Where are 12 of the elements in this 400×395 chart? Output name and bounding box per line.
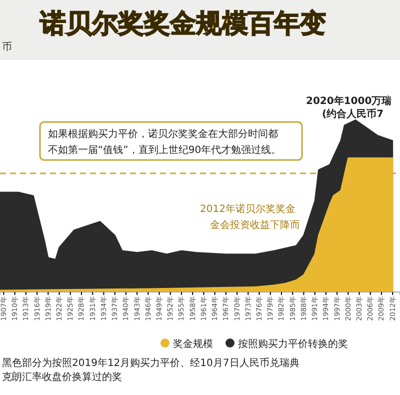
- text: (约合人民币7: [322, 108, 384, 120]
- text: 克朗汇率收盘价换算过的奖: [2, 371, 122, 383]
- legend-label: 奖金规模: [173, 338, 213, 350]
- text: 黑色部分为按照2019年12月购买力平价、经10月7日人民币兑瑞典: [2, 357, 300, 369]
- annotation: 金会投资收益下降而: [210, 219, 300, 231]
- chart-title: 诺贝尔奖奖金规模百年变: [39, 9, 326, 39]
- legend-label: 按照购买力平价转换的奖: [238, 338, 348, 350]
- annotation: 不如第一届“值钱”，直到上世纪90年代才勉强过线。: [48, 144, 282, 156]
- text: 2020年1000万瑞: [306, 95, 392, 107]
- annotation: 如果根据购买力平价，诺贝尔奖奖金在大部分时间都: [48, 128, 278, 140]
- annotation: 2012年诺贝尔奖奖金: [200, 203, 296, 215]
- chart-subtitle: 币: [2, 41, 12, 53]
